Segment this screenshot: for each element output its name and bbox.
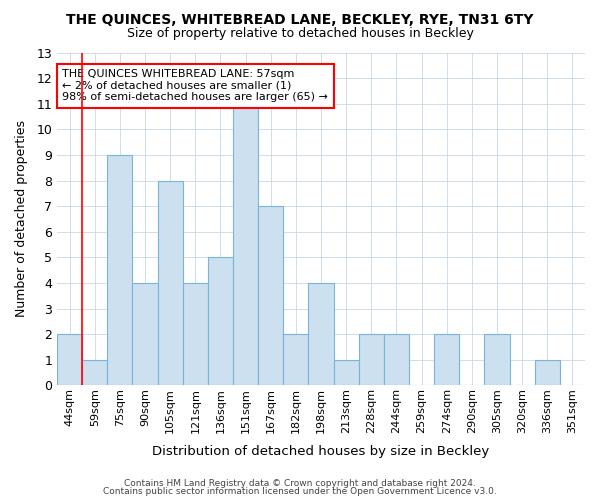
Bar [133,283,158,386]
Text: Contains public sector information licensed under the Open Government Licence v3: Contains public sector information licen… [103,487,497,496]
Bar [57,334,82,386]
Text: Contains HM Land Registry data © Crown copyright and database right 2024.: Contains HM Land Registry data © Crown c… [124,478,476,488]
Bar [107,155,133,386]
Bar [183,283,208,386]
X-axis label: Distribution of detached houses by size in Beckley: Distribution of detached houses by size … [152,444,490,458]
Text: Size of property relative to detached houses in Beckley: Size of property relative to detached ho… [127,28,473,40]
Bar [82,360,107,386]
Bar [484,334,509,386]
Bar [359,334,384,386]
Bar [208,258,233,386]
Bar [384,334,409,386]
Text: THE QUINCES, WHITEBREAD LANE, BECKLEY, RYE, TN31 6TY: THE QUINCES, WHITEBREAD LANE, BECKLEY, R… [66,12,534,26]
Bar [283,334,308,386]
Bar [158,180,183,386]
Y-axis label: Number of detached properties: Number of detached properties [15,120,28,318]
Bar [258,206,283,386]
Bar [535,360,560,386]
Bar [233,104,258,386]
Bar [308,283,334,386]
Bar [334,360,359,386]
Text: THE QUINCES WHITEBREAD LANE: 57sqm
← 2% of detached houses are smaller (1)
98% o: THE QUINCES WHITEBREAD LANE: 57sqm ← 2% … [62,69,328,102]
Bar [434,334,460,386]
